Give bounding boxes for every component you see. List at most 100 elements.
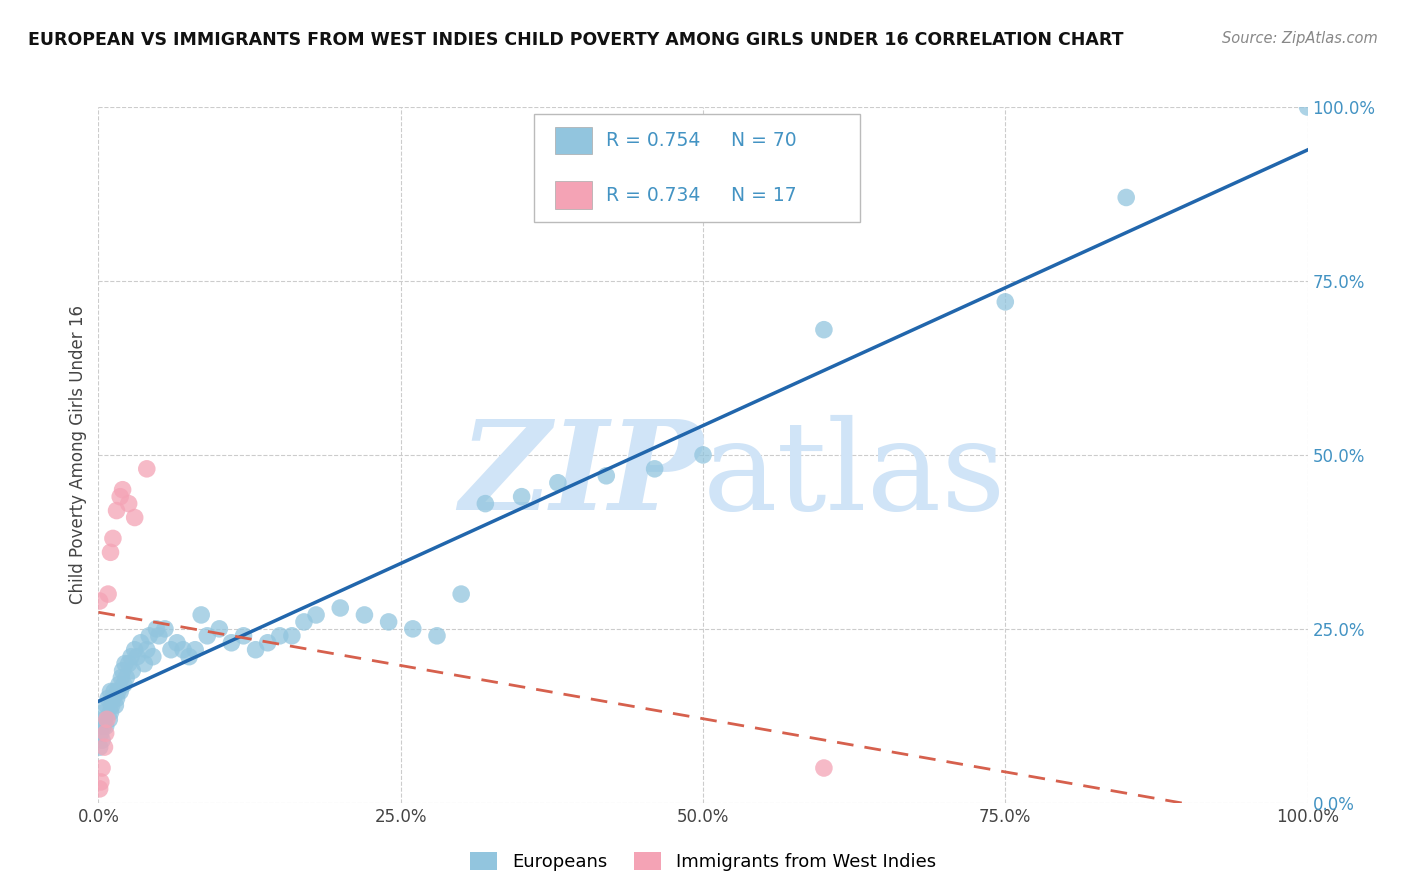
Point (97, 587, 120, 601)
Point (118, 497, 141, 511)
Point (108, 677, 131, 691)
Point (160, 642, 183, 657)
Point (93, 740, 115, 755)
Point (90, 775, 112, 789)
Point (96, 712, 118, 726)
Point (100, 545, 122, 559)
Text: R = 0.734: R = 0.734 (606, 186, 700, 205)
Point (120, 649, 142, 664)
FancyBboxPatch shape (534, 114, 860, 222)
Point (269, 629, 291, 643)
Point (129, 636, 152, 650)
Point (135, 642, 157, 657)
Point (148, 629, 170, 643)
Point (124, 510, 146, 524)
Point (118, 657, 141, 671)
Y-axis label: Child Poverty Among Girls Under 16: Child Poverty Among Girls Under 16 (69, 305, 87, 605)
Point (692, 448, 714, 462)
Point (108, 490, 131, 504)
Point (190, 607, 212, 622)
Point (172, 642, 194, 657)
Point (221, 636, 243, 650)
Point (644, 462, 666, 476)
Point (89, 781, 111, 796)
Point (105, 503, 128, 517)
Point (145, 622, 167, 636)
Point (107, 684, 129, 698)
FancyBboxPatch shape (555, 127, 592, 154)
Point (111, 664, 134, 678)
Point (134, 657, 156, 671)
Point (166, 636, 188, 650)
Point (89, 740, 111, 755)
Point (595, 468, 617, 483)
Point (124, 642, 146, 657)
Point (281, 629, 304, 643)
Point (232, 629, 254, 643)
Point (329, 601, 352, 615)
Point (100, 698, 122, 713)
Point (353, 607, 375, 622)
Point (115, 671, 138, 685)
Point (1115, 190, 1137, 204)
Point (510, 490, 533, 504)
Point (111, 483, 134, 497)
Point (474, 497, 496, 511)
Point (813, 323, 835, 337)
Point (91, 733, 114, 747)
Point (121, 664, 143, 678)
Point (98, 712, 121, 726)
Point (305, 607, 328, 622)
Text: atlas: atlas (703, 416, 1007, 536)
Point (112, 677, 135, 691)
Point (114, 657, 136, 671)
Legend: Europeans, Immigrants from West Indies: Europeans, Immigrants from West Indies (463, 845, 943, 879)
Point (101, 691, 124, 706)
Point (94, 719, 117, 733)
Point (245, 642, 267, 657)
Point (90, 726, 112, 740)
Point (110, 671, 132, 685)
Point (994, 294, 1017, 309)
Text: ZIP: ZIP (460, 415, 703, 537)
Point (138, 629, 160, 643)
Point (426, 629, 449, 643)
Point (100, 684, 122, 698)
Point (103, 684, 125, 698)
Point (91, 761, 114, 775)
Point (402, 622, 425, 636)
Point (142, 649, 165, 664)
Point (91, 719, 114, 733)
Point (93, 706, 115, 720)
Point (813, 761, 835, 775)
Point (195, 629, 218, 643)
Point (94, 726, 117, 740)
Point (135, 462, 157, 476)
Point (184, 642, 207, 657)
Text: EUROPEAN VS IMMIGRANTS FROM WEST INDIES CHILD POVERTY AMONG GIRLS UNDER 16 CORRE: EUROPEAN VS IMMIGRANTS FROM WEST INDIES … (28, 31, 1123, 49)
Point (89, 594, 111, 608)
Point (153, 622, 176, 636)
Point (105, 691, 128, 706)
Point (100, 706, 122, 720)
Point (104, 698, 127, 713)
Point (127, 649, 149, 664)
Point (547, 475, 569, 490)
Text: R = 0.754: R = 0.754 (606, 131, 700, 150)
Point (1296, 100, 1319, 114)
Point (256, 636, 278, 650)
FancyBboxPatch shape (555, 181, 592, 210)
Point (108, 684, 131, 698)
Point (179, 649, 201, 664)
Point (208, 622, 231, 636)
Point (292, 615, 315, 629)
Text: N = 17: N = 17 (731, 186, 796, 205)
Point (377, 615, 399, 629)
Point (450, 587, 472, 601)
Text: Source: ZipAtlas.com: Source: ZipAtlas.com (1222, 31, 1378, 46)
Text: N = 70: N = 70 (731, 131, 796, 150)
Point (96, 698, 118, 713)
Point (93, 712, 115, 726)
Point (101, 532, 124, 546)
Point (97, 691, 120, 706)
